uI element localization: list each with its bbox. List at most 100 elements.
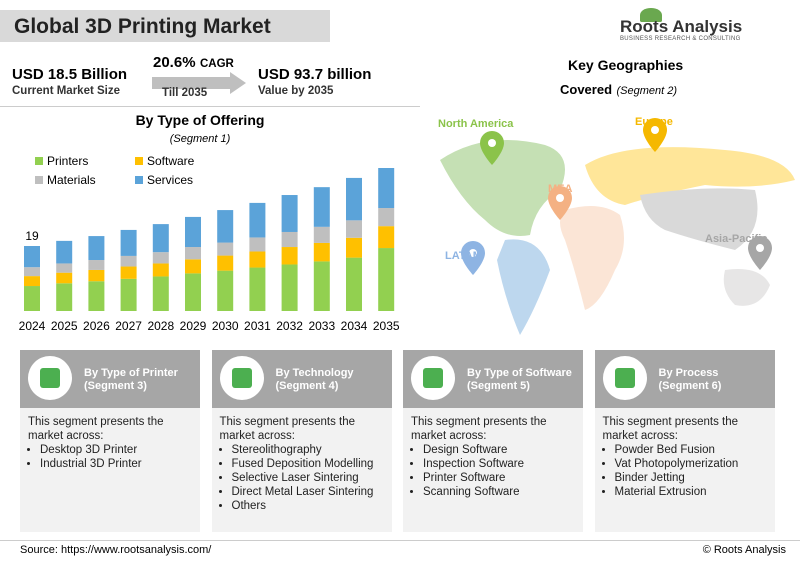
bar-segment	[378, 248, 395, 311]
region-label: MEA	[548, 183, 573, 195]
segment-card: By Process (Segment 6) This segment presen…	[594, 350, 775, 532]
region-label: Europe	[635, 116, 673, 128]
bar-segment	[120, 266, 137, 279]
segment-item: Fused Deposition Modelling	[232, 457, 384, 471]
legend-swatch	[135, 157, 143, 165]
segment-item: Desktop 3D Printer	[40, 443, 192, 457]
bar-segment	[249, 251, 266, 268]
stat-label: Value by 2035	[258, 85, 334, 97]
segment-list: StereolithographyFused Deposition Modell…	[220, 443, 384, 513]
geo-segment: (Segment 2)	[616, 85, 678, 97]
segment-item: Binder Jetting	[615, 471, 767, 485]
bar-segment	[120, 255, 137, 267]
bar-segment	[281, 247, 298, 265]
segment-item: Vat Photopolymerization	[615, 457, 767, 471]
pin-dot	[556, 194, 564, 202]
pin-dot	[651, 126, 659, 134]
pin	[480, 131, 504, 165]
bar-segment	[281, 195, 298, 232]
segment-body: This segment presents the market across:…	[211, 408, 392, 532]
stat-value: USD 93.7 billion	[258, 66, 372, 83]
segment-heading: By Technology (Segment 4)	[276, 367, 354, 393]
bar-segment	[24, 276, 40, 287]
legend-swatch	[135, 176, 143, 184]
pin-dot	[469, 249, 477, 257]
bar-segment	[88, 260, 105, 270]
logo-tagline: BUSINESS RESEARCH & CONSULTING	[620, 36, 741, 42]
cagr-value: 20.6%	[153, 54, 196, 71]
x-tick-label: 2034	[341, 319, 368, 333]
pin	[461, 241, 485, 275]
bar-segment	[249, 202, 266, 238]
bar-segment	[185, 259, 201, 274]
bar-segment	[346, 220, 362, 238]
bar-segment	[88, 236, 105, 261]
legend-label: Services	[147, 173, 193, 187]
segment-header: By Type of Printer (Segment 3)	[20, 350, 200, 408]
bar-segment	[346, 237, 362, 258]
bar-segment	[378, 208, 395, 227]
title-band	[0, 10, 330, 42]
segment-list: Design SoftwareInspection SoftwarePrinte…	[411, 443, 575, 499]
bar-segment	[120, 278, 137, 311]
world-map: North America Europe MEA LATAM Asia-Pacific	[438, 116, 795, 335]
chart-subtitle: (Segment 1)	[170, 133, 231, 145]
legend-label: Software	[147, 154, 195, 168]
bar-segment	[378, 226, 395, 249]
arrow-shape	[152, 72, 246, 94]
bar-segment	[249, 267, 266, 311]
pin	[748, 236, 772, 270]
cagr-period: Till 2035	[162, 87, 208, 99]
segment-card: By Technology (Segment 4) This segment pre…	[211, 350, 392, 532]
segment-list: Powder Bed FusionVat Photopolymerization…	[603, 443, 767, 499]
segment-title: By Type of Printer	[84, 367, 178, 379]
segment-number: (Segment 4)	[275, 380, 339, 392]
asia	[640, 188, 758, 250]
segment-item: Powder Bed Fusion	[615, 443, 767, 457]
cagr-unit: CAGR	[200, 58, 234, 70]
segment-title: By Type of Software	[467, 367, 572, 379]
icon-glyph	[614, 368, 635, 388]
pin	[643, 118, 667, 152]
source: Source: https://www.rootsanalysis.com/	[20, 544, 212, 556]
segment-body: This segment presents the market across:…	[403, 408, 583, 532]
legend-swatch	[35, 176, 43, 184]
legend-label: Materials	[47, 173, 96, 187]
bar-segment	[249, 237, 266, 252]
segment-icon	[411, 356, 455, 400]
segment-number: (Segment 6)	[658, 380, 722, 392]
segment-header: By Process (Segment 6)	[594, 350, 775, 408]
cagr: 20.6% CAGR	[153, 54, 234, 72]
bar-segment	[152, 252, 169, 264]
segment-card: By Type of Software (Segment 5) This segme…	[403, 350, 583, 532]
stat-value: USD 18.5 Billion	[12, 66, 128, 83]
australia	[723, 269, 770, 306]
segment-item: Stereolithography	[232, 443, 384, 457]
segment-item: Design Software	[423, 443, 575, 457]
geo-sub: Covered (Segment 2)	[560, 81, 677, 99]
x-tick-label: 2025	[51, 319, 78, 333]
legend-label: Printers	[47, 154, 88, 168]
segment-icon	[28, 356, 72, 400]
x-tick-label: 2027	[115, 319, 142, 333]
bar-segment	[56, 283, 73, 311]
pin-dot	[488, 139, 496, 147]
icon-glyph	[40, 368, 60, 388]
data-label: 19	[25, 229, 39, 243]
bar-segment	[346, 177, 362, 221]
segment-intro: This segment presents the market across:	[602, 416, 739, 442]
bar-segment	[56, 272, 73, 284]
bar-segment	[185, 247, 201, 260]
stat-label: Current Market Size	[12, 85, 121, 97]
x-tick-label: 2035	[373, 319, 400, 333]
bar-segment	[56, 263, 73, 273]
bar-segment	[120, 229, 137, 256]
segment-body: This segment presents the market across:…	[20, 408, 200, 532]
bar-segment	[313, 242, 330, 262]
segment-intro: This segment presents the market across:	[28, 416, 164, 442]
segment-title: By Process	[658, 367, 719, 379]
arrow	[152, 72, 246, 94]
x-tick-label: 2024	[19, 319, 46, 333]
segment-heading: By Type of Printer (Segment 3)	[84, 367, 178, 393]
